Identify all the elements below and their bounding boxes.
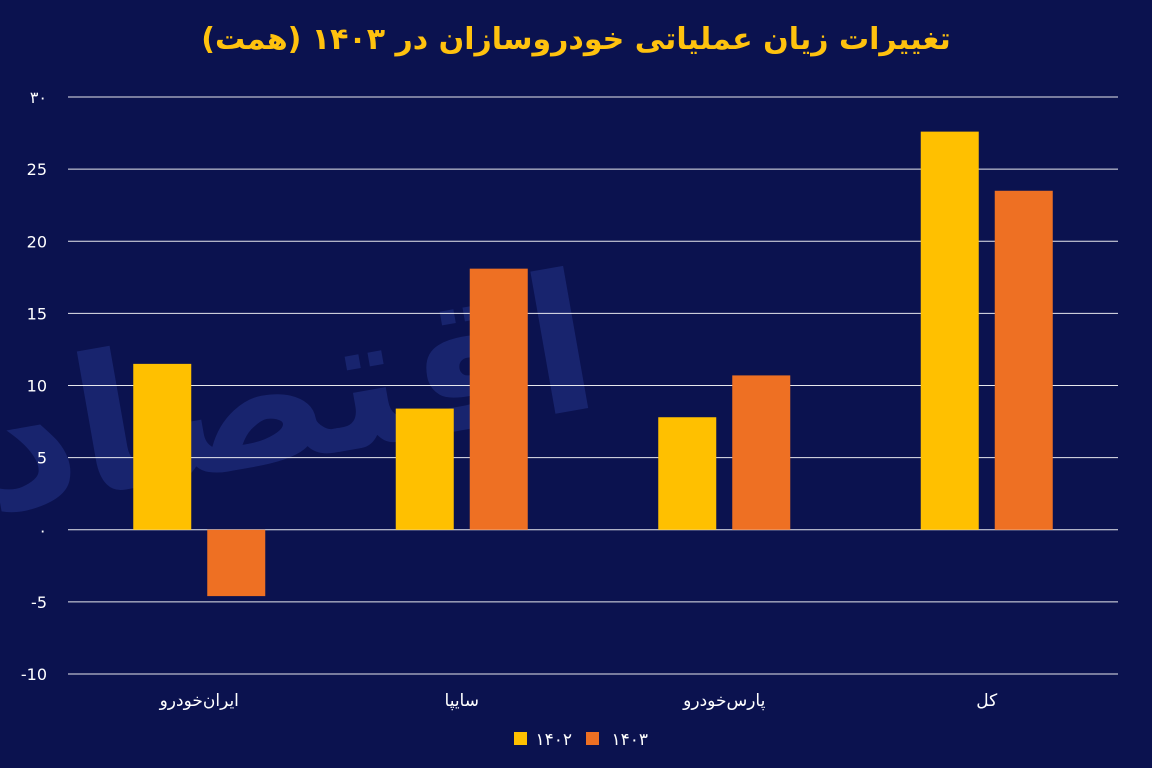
y-tick-label: -5	[31, 593, 47, 612]
y-tick-label: 15	[27, 304, 47, 323]
category-label: کل	[976, 691, 998, 711]
y-tick-label: ۰	[38, 521, 47, 540]
legend-label-2: ۱۴۰۳	[611, 730, 648, 750]
x-axis-labels: ایران‌خودرو سایپا پارس‌خودرو کل	[159, 691, 999, 711]
y-tick-label: 25	[27, 160, 47, 179]
bars	[133, 131, 1053, 597]
bar-2-2	[469, 268, 528, 530]
y-tick-label: 10	[27, 377, 47, 396]
category-label: ایران‌خودرو	[159, 691, 239, 711]
y-tick-label: -10	[21, 665, 47, 684]
bar-2-4	[994, 190, 1053, 530]
category-label: پارس‌خودرو	[682, 691, 765, 711]
legend-label-1: ۱۴۰۲	[535, 730, 572, 750]
y-tick-label: 20	[27, 232, 47, 251]
legend-swatch-1	[514, 732, 527, 745]
y-tick-label: 5	[37, 449, 47, 468]
bar-2-1	[207, 529, 266, 597]
chart-title: تغییرات زیان عملیاتی خودروسازان در ۱۴۰۳ …	[201, 22, 951, 57]
bar-2-3	[732, 375, 791, 530]
y-tick-label: ۳۰	[30, 88, 47, 107]
legend-swatch-2	[586, 732, 599, 745]
bar-1-3	[658, 417, 717, 530]
category-label: سایپا	[445, 691, 479, 711]
bar-1-4	[920, 131, 979, 530]
bar-1-2	[395, 408, 454, 530]
legend: ۱۴۰۲ ۱۴۰۳	[514, 730, 648, 750]
y-axis-ticks: ۳۰ 25 20 15 10 5 ۰ -5 -10	[21, 88, 47, 684]
bar-1-1	[133, 363, 192, 530]
